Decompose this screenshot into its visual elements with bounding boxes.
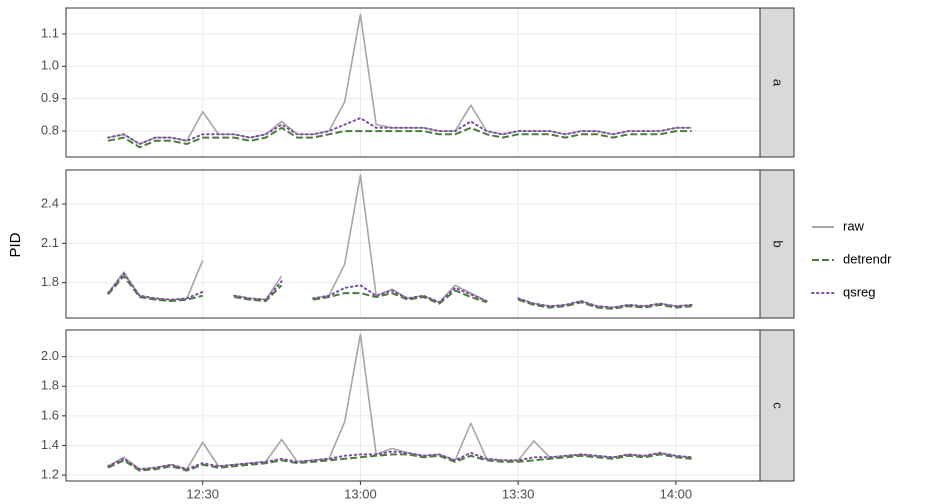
- facet-strip: [759, 169, 795, 319]
- facet-label: a: [771, 79, 786, 87]
- facet-label: b: [771, 240, 786, 247]
- y-tick-label: 1.1: [41, 25, 59, 40]
- y-tick-label: 2.1: [41, 235, 59, 250]
- x-tick-label: 14:00: [660, 486, 693, 501]
- series-line: [312, 174, 487, 304]
- y-tick-label: 1.6: [41, 407, 59, 422]
- y-tick-label: 2.0: [41, 348, 59, 363]
- series-line: [234, 275, 283, 301]
- y-tick-label: 0.9: [41, 90, 59, 105]
- y-tick-label: 1.2: [41, 467, 59, 482]
- legend-label: raw: [843, 218, 865, 233]
- y-tick-label: 1.8: [41, 378, 59, 393]
- facet-strip: [759, 7, 795, 158]
- legend-label: detrendr: [843, 251, 892, 266]
- x-tick-label: 12:30: [186, 486, 219, 501]
- series-line: [107, 126, 692, 149]
- series-line: [517, 297, 693, 309]
- y-tick-label: 2.4: [41, 195, 59, 210]
- x-tick-label: 13:00: [344, 486, 377, 501]
- y-axis-title: PID: [7, 232, 24, 257]
- panel-background: [66, 8, 760, 157]
- x-tick-label: 13:30: [502, 486, 535, 501]
- series-line: [107, 453, 692, 472]
- series-line: [107, 450, 693, 471]
- y-tick-label: 1.8: [41, 274, 59, 289]
- y-tick-label: 0.8: [41, 123, 59, 138]
- y-tick-label: 1.0: [41, 58, 59, 73]
- y-tick-label: 1.4: [41, 437, 59, 452]
- series-line: [107, 275, 203, 302]
- series-line: [312, 289, 487, 305]
- series-line: [312, 284, 488, 304]
- panel-background: [66, 330, 760, 481]
- facet-strip: [759, 329, 795, 482]
- series-line: [233, 280, 283, 301]
- series-line: [234, 284, 283, 302]
- facet-label: c: [771, 402, 786, 409]
- series-line: [107, 272, 204, 301]
- panel-background: [66, 170, 760, 318]
- series-line: [107, 117, 693, 145]
- legend-label: qsreg: [843, 284, 876, 299]
